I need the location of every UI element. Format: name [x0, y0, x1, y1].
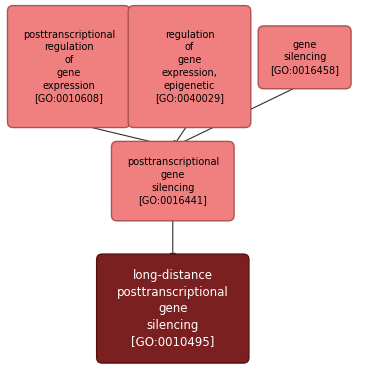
Text: regulation
of
gene
expression,
epigenetic
[GO:0040029]: regulation of gene expression, epigeneti… — [155, 29, 224, 104]
FancyBboxPatch shape — [111, 141, 234, 221]
Text: posttranscriptional
regulation
of
gene
expression
[GO:0010608]: posttranscriptional regulation of gene e… — [23, 29, 115, 104]
FancyBboxPatch shape — [258, 26, 351, 89]
FancyBboxPatch shape — [128, 6, 251, 127]
Text: posttranscriptional
gene
silencing
[GO:0016441]: posttranscriptional gene silencing [GO:0… — [127, 157, 219, 205]
FancyBboxPatch shape — [97, 254, 249, 363]
FancyBboxPatch shape — [8, 6, 130, 127]
Text: long-distance
posttranscriptional
gene
silencing
[GO:0010495]: long-distance posttranscriptional gene s… — [117, 269, 229, 348]
Text: gene
silencing
[GO:0016458]: gene silencing [GO:0016458] — [270, 40, 339, 75]
